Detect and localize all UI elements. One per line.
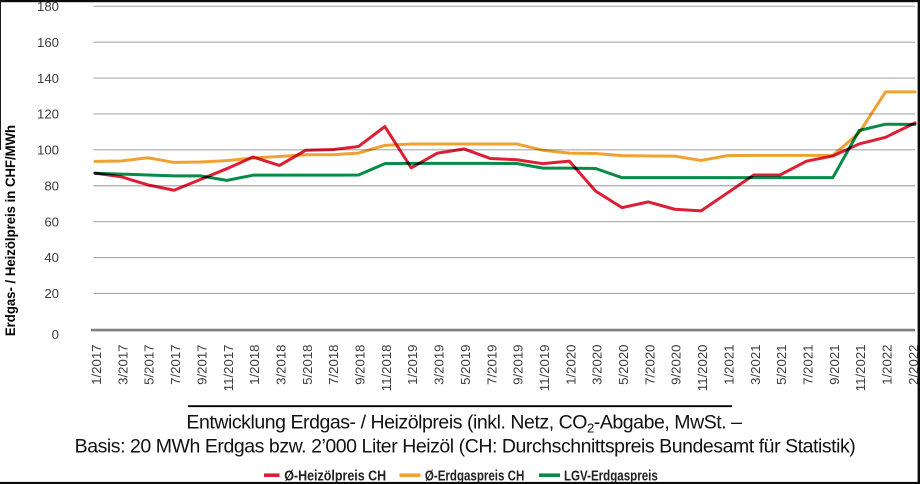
svg-text:1/2022: 1/2022 [880,345,895,385]
svg-text:5/2021: 5/2021 [774,345,789,385]
svg-text:40: 40 [44,250,59,265]
svg-text:Ø-Heizölpreis CH: Ø-Heizölpreis CH [284,467,386,483]
svg-text:180: 180 [37,0,59,14]
svg-text:3/2021: 3/2021 [748,345,763,385]
svg-text:7/2018: 7/2018 [326,345,341,385]
svg-text:20: 20 [44,286,59,301]
svg-text:1/2017: 1/2017 [89,345,104,385]
svg-text:60: 60 [44,214,59,229]
svg-text:Erdgas- / Heizölpreis in CHF/M: Erdgas- / Heizölpreis in CHF/MWh [2,125,17,336]
svg-text:3/2017: 3/2017 [115,345,130,385]
svg-text:1/2020: 1/2020 [563,345,578,385]
svg-text:9/2018: 9/2018 [353,345,368,385]
svg-text:140: 140 [37,71,59,86]
svg-text:120: 120 [37,107,59,122]
svg-text:1/2021: 1/2021 [721,345,736,385]
svg-text:5/2018: 5/2018 [300,345,315,385]
svg-text:9/2021: 9/2021 [827,345,842,385]
svg-text:5/2019: 5/2019 [458,345,473,385]
svg-text:7/2021: 7/2021 [800,345,815,385]
svg-text:11/2018: 11/2018 [379,345,394,392]
svg-text:7/2017: 7/2017 [168,345,183,385]
svg-text:1/2018: 1/2018 [247,345,262,385]
svg-text:11/2020: 11/2020 [695,345,710,392]
svg-text:9/2019: 9/2019 [511,345,526,385]
svg-text:11/2021: 11/2021 [853,345,868,392]
svg-text:11/2017: 11/2017 [221,345,236,392]
svg-text:0: 0 [52,327,59,342]
svg-text:160: 160 [37,35,59,50]
svg-text:9/2020: 9/2020 [669,345,684,385]
svg-text:5/2020: 5/2020 [616,345,631,385]
svg-text:Basis: 20 MWh Erdgas bzw. 2’00: Basis: 20 MWh Erdgas bzw. 2’000 Liter He… [75,436,856,458]
svg-text:7/2019: 7/2019 [484,345,499,385]
svg-text:2/2022: 2/2022 [906,345,920,385]
svg-text:LGV-Erdgaspreis: LGV-Erdgaspreis [564,467,658,484]
svg-text:3/2020: 3/2020 [590,345,605,385]
svg-text:1/2019: 1/2019 [405,345,420,385]
svg-text:11/2019: 11/2019 [537,345,552,392]
svg-text:5/2017: 5/2017 [142,345,157,385]
svg-text:100: 100 [37,143,59,158]
svg-text:9/2017: 9/2017 [194,345,209,385]
svg-text:7/2020: 7/2020 [642,345,657,385]
svg-text:80: 80 [44,178,59,193]
svg-text:3/2018: 3/2018 [273,345,288,385]
svg-text:Entwicklung Erdgas- / Heizölpr: Entwicklung Erdgas- / Heizölpreis (inkl.… [186,412,742,436]
svg-text:3/2019: 3/2019 [432,345,447,385]
svg-text:Ø-Erdgaspreis CH: Ø-Erdgaspreis CH [425,467,524,484]
